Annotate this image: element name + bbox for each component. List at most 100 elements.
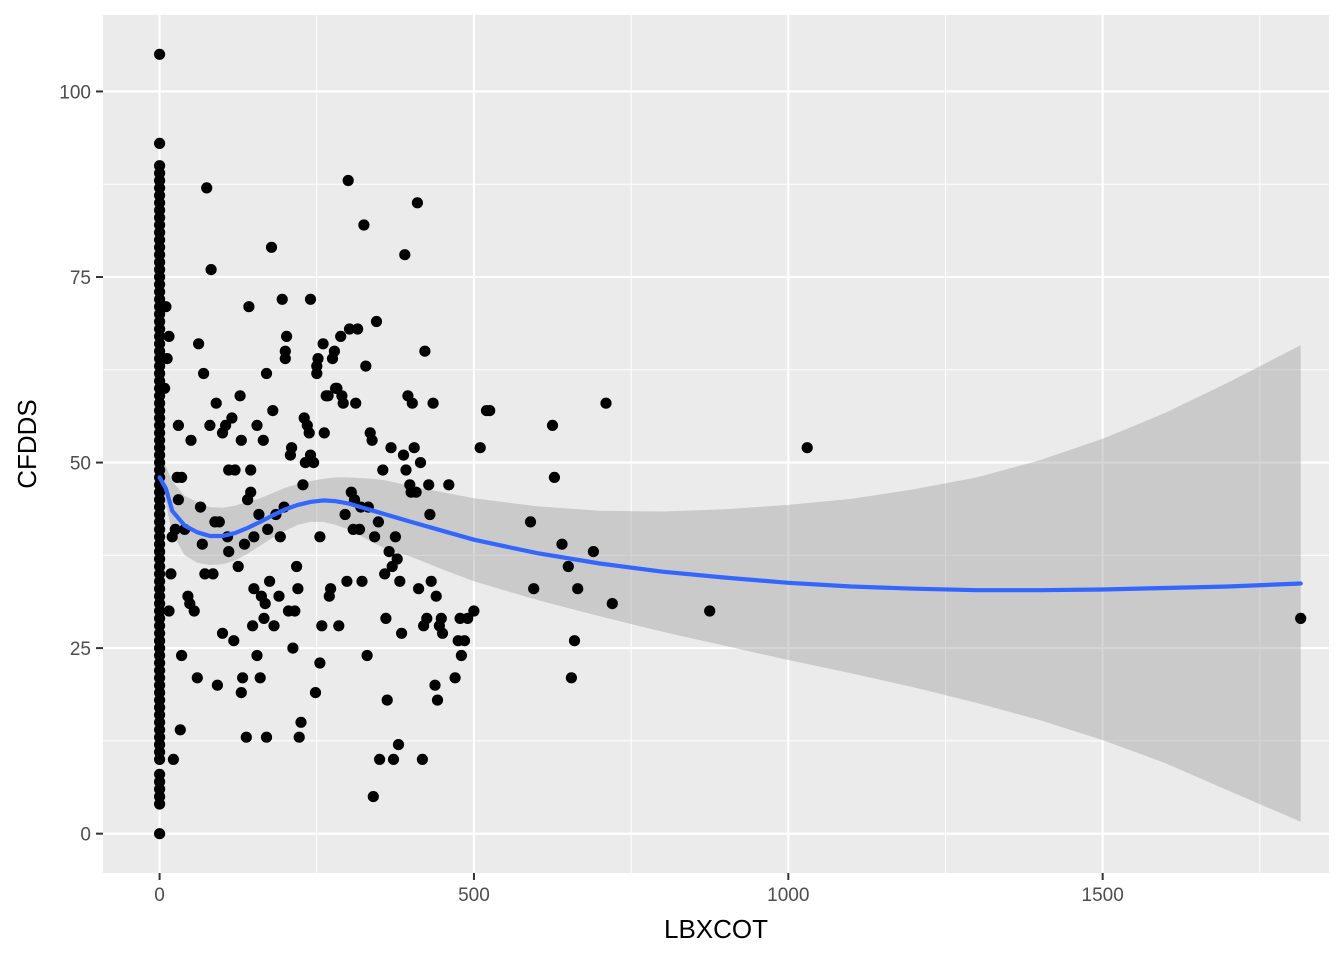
data-point [414,457,427,469]
data-point [360,360,372,372]
data-point [308,457,320,469]
y-tick-label: 100 [59,82,91,103]
data-point [600,397,612,409]
data-point [801,442,813,454]
x-tick-label: 1500 [1082,885,1124,906]
data-point [343,323,356,335]
data-point [400,464,412,476]
data-point [546,419,559,431]
data-point [169,523,181,536]
data-point [245,486,257,498]
y-tick-label: 75 [70,268,91,289]
data-point [548,471,561,483]
data-point [243,301,255,313]
data-point [377,464,389,476]
data-point [312,353,324,365]
data-point [257,434,269,446]
data-point [154,753,166,766]
x-tick-label: 0 [154,885,165,906]
data-point [167,753,179,766]
data-point [273,590,285,602]
data-point [587,546,600,558]
data-point [458,635,471,647]
major-gridlines [103,15,1329,873]
data-point [339,508,351,521]
data-point [262,523,274,536]
data-point [292,583,304,595]
data-point [154,798,166,810]
data-point [361,649,373,662]
data-point [281,330,293,342]
data-point [276,293,288,305]
data-point [524,516,537,528]
data-point [185,434,197,446]
data-point [314,531,326,543]
data-point [160,301,172,313]
data-point [176,649,188,662]
data-point [251,419,263,431]
data-point [333,620,345,632]
data-point [237,672,249,684]
data-point [245,464,257,476]
minor-gridlines [103,15,1329,873]
data-point [372,516,384,528]
data-point [291,560,303,573]
data-point [154,48,166,60]
data-point [318,427,330,439]
data-point [374,753,386,766]
data-point [196,538,208,550]
data-point [429,679,441,691]
data-point [264,575,276,587]
data-point [462,612,474,625]
data-point [436,627,449,639]
data-point [191,672,203,684]
data-point [411,197,423,209]
data-point [238,538,251,550]
axes-layer: 0 500 1000 1500 0 25 50 75 100 [59,82,1124,906]
data-point [396,627,408,639]
data-point [247,620,259,632]
data-point [484,405,496,417]
data-point [220,419,232,431]
data-point [258,612,270,625]
data-point [253,508,265,521]
data-point [279,353,291,365]
data-point [163,605,175,617]
data-point [430,590,442,602]
data-point [397,449,410,461]
data-point [165,568,177,580]
data-point [568,635,581,647]
data-point [562,560,574,573]
data-point [399,249,411,261]
data-point [210,397,222,409]
data-point [304,293,317,305]
data-point [259,598,271,610]
smooth-line [157,475,1303,593]
data-point [226,412,238,424]
data-point [232,560,244,573]
data-point [369,531,381,543]
confidence-band-layer [159,345,1301,822]
x-tick-label: 1000 [767,885,809,906]
data-point [370,315,383,328]
data-point [260,367,273,380]
data-point [211,679,223,691]
data-point [387,753,400,766]
data-point [606,598,618,610]
data-point [316,620,328,632]
data-point [366,434,378,446]
data-point [528,583,540,595]
data-point [341,575,353,587]
data-point [317,338,329,350]
data-point [389,531,401,543]
data-point [385,442,397,454]
data-point [240,731,252,743]
data-point [295,716,307,728]
data-point [274,531,286,543]
confidence-band [159,345,1301,822]
data-point [410,486,422,498]
data-point [391,553,403,565]
data-point [342,174,354,187]
data-point [199,568,211,580]
